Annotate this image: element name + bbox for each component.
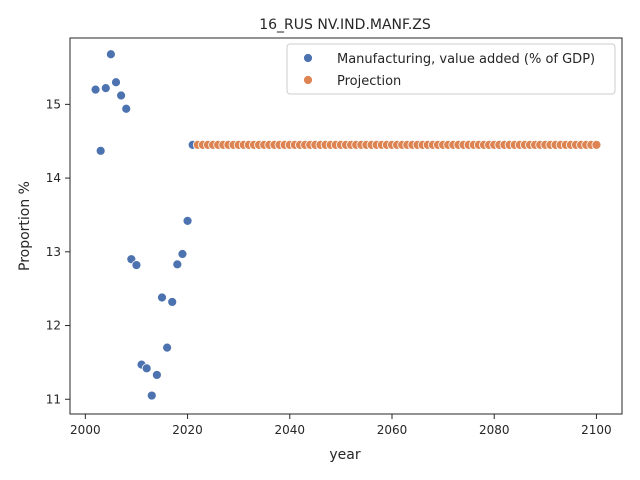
x-tick-label: 2000 [70, 423, 101, 437]
chart-title: 16_RUS NV.IND.MANF.ZS [259, 17, 431, 33]
point-manufacturing [100, 83, 111, 94]
point-manufacturing [105, 49, 116, 60]
point-manufacturing [162, 342, 173, 353]
point-manufacturing [116, 90, 127, 101]
x-tick-label: 2060 [377, 423, 408, 437]
legend: Manufacturing, value added (% of GDP) Pr… [286, 43, 616, 95]
legend-label-manufacturing: Manufacturing, value added (% of GDP) [337, 52, 595, 67]
y-axis-label: Proportion % [17, 181, 33, 271]
point-manufacturing [177, 249, 188, 259]
x-axis: 2000 2020 2040 2060 2080 2100 [70, 414, 612, 437]
point-manufacturing [172, 259, 183, 270]
y-tick-label: 13 [46, 245, 61, 259]
y-tick-label: 11 [46, 392, 61, 406]
point-manufacturing [121, 103, 132, 114]
y-tick-label: 15 [46, 97, 61, 111]
point-manufacturing [157, 292, 167, 303]
point-manufacturing [90, 84, 101, 95]
legend-box [286, 43, 616, 95]
y-axis: 11 12 13 14 15 [46, 97, 70, 406]
legend-marker-projection [303, 75, 313, 85]
point-projection [591, 140, 602, 150]
legend-label-projection: Projection [337, 74, 401, 89]
y-tick-label: 14 [46, 171, 61, 185]
point-manufacturing [182, 215, 193, 226]
x-tick-label: 2040 [275, 423, 306, 437]
point-manufacturing [111, 77, 121, 88]
point-manufacturing [167, 297, 178, 307]
legend-marker-manufacturing [303, 53, 313, 63]
x-tick-label: 2020 [172, 423, 203, 437]
point-manufacturing [141, 363, 152, 374]
point-manufacturing [131, 260, 142, 270]
plot-frame [69, 37, 623, 415]
y-tick-label: 12 [46, 319, 61, 333]
x-tick-label: 2100 [581, 423, 612, 437]
point-manufacturing [146, 390, 157, 401]
point-manufacturing [95, 145, 106, 156]
plot-area [90, 49, 602, 401]
x-axis-label: year [329, 447, 360, 463]
point-manufacturing [151, 370, 162, 380]
x-tick-label: 2080 [479, 423, 510, 437]
